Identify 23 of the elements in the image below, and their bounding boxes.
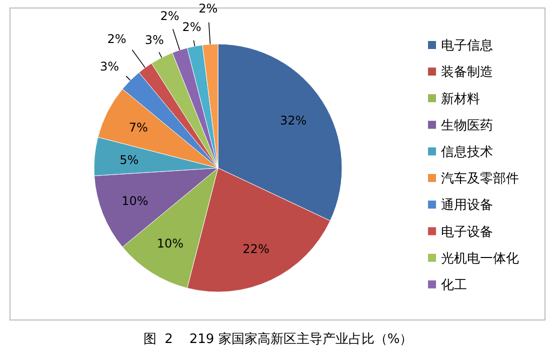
data-label: 2% (198, 2, 218, 16)
data-label: 2% (107, 32, 126, 46)
caption: 图 2 219 家国家高新区主导产业占比（%） (143, 331, 413, 347)
legend-label: 汽车及零部件 (441, 172, 519, 187)
legend-label: 电子设备 (441, 224, 493, 240)
data-label: 10% (156, 236, 184, 251)
data-label: 3% (100, 59, 120, 74)
legend-label: 新材料 (441, 92, 480, 107)
legend-label: 通用设备 (441, 198, 493, 214)
data-label: 7% (128, 120, 148, 135)
legend-label: 生物医药 (441, 118, 493, 134)
data-label: 22% (242, 242, 270, 256)
data-label: 10% (122, 194, 148, 208)
legend-label: 装备制造 (441, 65, 493, 80)
legend-label: 光机电一体化 (441, 251, 519, 266)
data-label: 2% (160, 9, 180, 24)
data-label: 3% (144, 32, 164, 47)
legend-label: 化工 (441, 278, 467, 293)
legend-label: 信息技术 (441, 144, 493, 160)
data-label: 5% (120, 152, 139, 167)
data-label: 2% (182, 20, 202, 34)
legend-label: 电子信息 (441, 38, 493, 54)
data-label: 32% (280, 113, 307, 128)
